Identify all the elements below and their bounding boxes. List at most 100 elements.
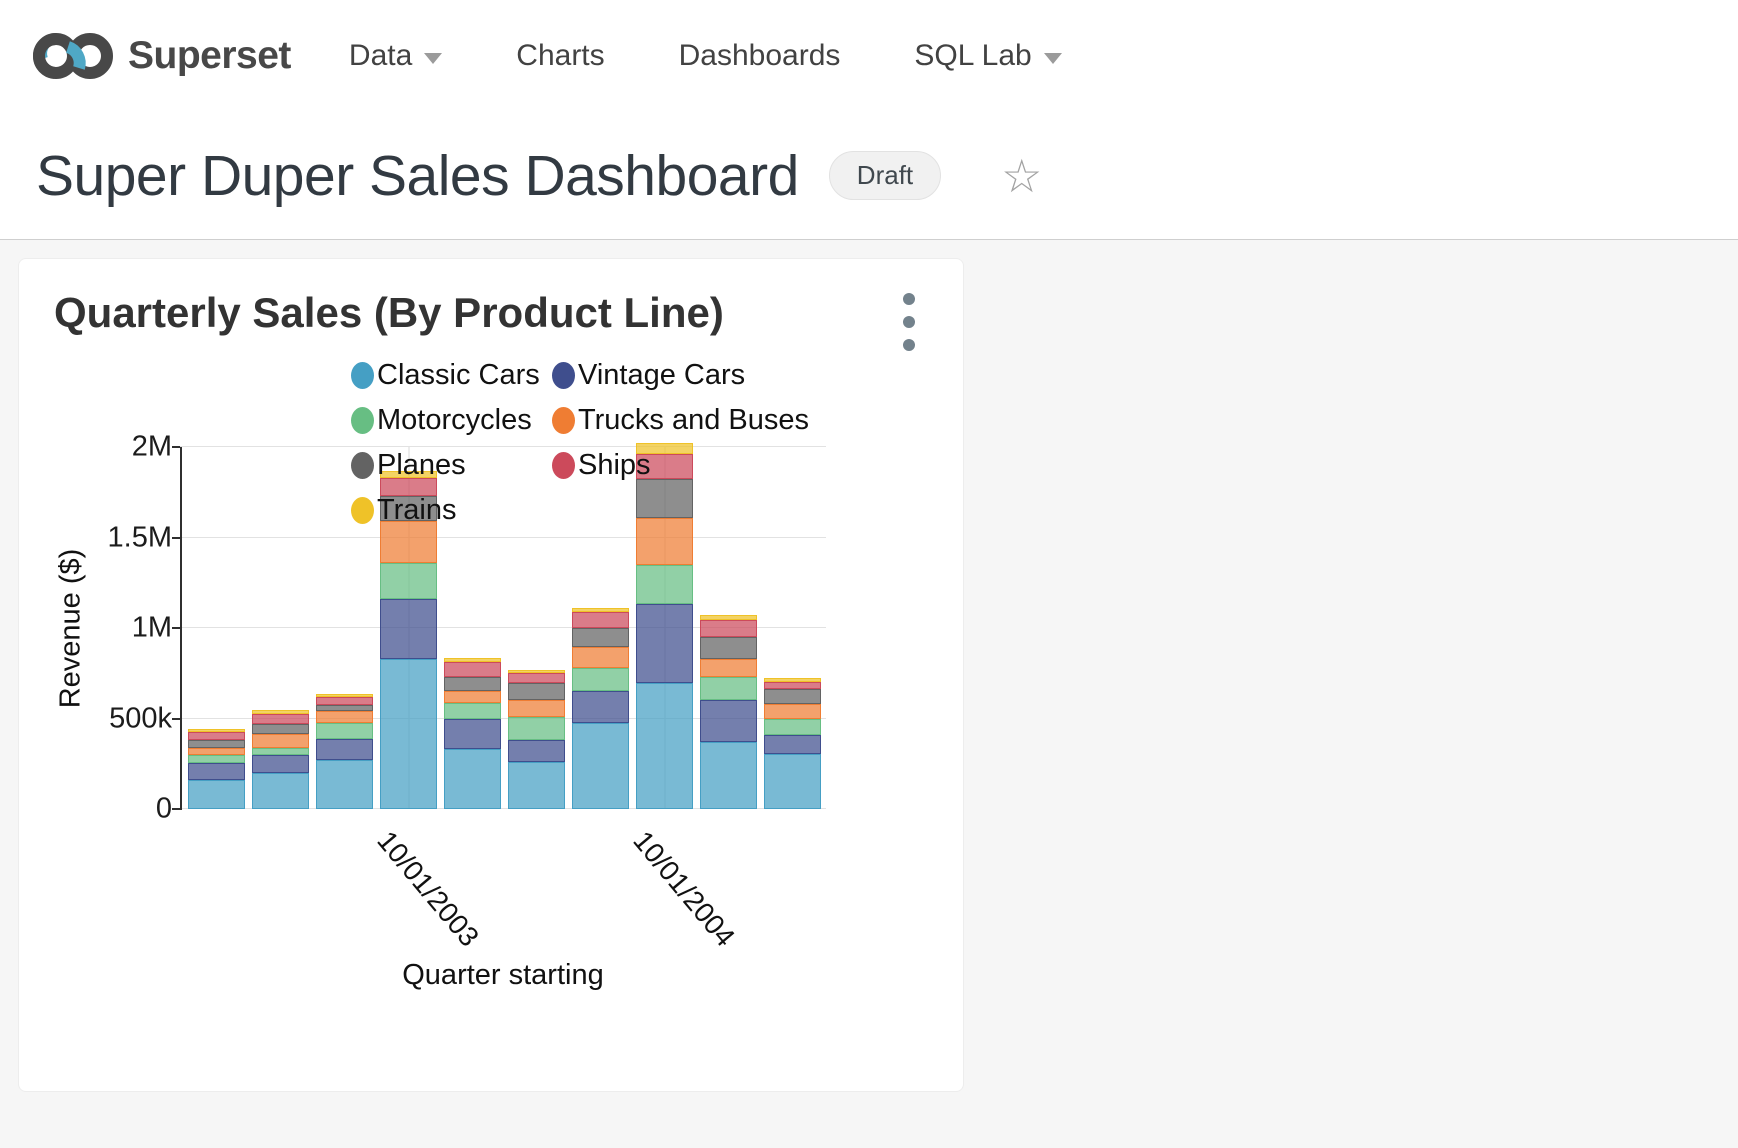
superset-brand[interactable]: Superset	[30, 27, 291, 85]
legend-color-dot	[351, 362, 374, 389]
bar-segment[interactable]	[700, 741, 757, 809]
bar-segment[interactable]	[700, 620, 757, 638]
nav-item-data[interactable]: Data	[348, 39, 443, 73]
y-gridline	[180, 627, 826, 628]
bar-segment[interactable]	[636, 682, 693, 809]
bar-segment[interactable]	[700, 677, 757, 701]
y-gridline	[180, 717, 826, 719]
bar-segment[interactable]	[380, 599, 437, 660]
bar-segment[interactable]	[444, 661, 501, 677]
bar-segment[interactable]	[444, 749, 501, 809]
legend-item-vintage-cars[interactable]: Vintage Cars	[552, 359, 809, 392]
legend-item-trucks-and-buses[interactable]: Trucks and Buses	[552, 404, 809, 437]
bar-segment[interactable]	[188, 762, 245, 781]
legend-item-planes[interactable]: Planes	[351, 449, 552, 482]
bar-segment[interactable]	[252, 714, 309, 724]
bar-segment[interactable]	[700, 637, 757, 660]
bar-segment[interactable]	[380, 471, 437, 479]
bar-segment[interactable]	[572, 627, 629, 648]
nav-item-dashboards[interactable]: Dashboards	[679, 39, 841, 73]
bar-segment[interactable]	[252, 772, 309, 809]
bar-segment[interactable]	[700, 700, 757, 742]
y-tick-mark	[172, 717, 180, 720]
bar-segment[interactable]	[188, 747, 245, 756]
nav-item-label: Data	[348, 39, 413, 72]
bar-segment[interactable]	[316, 693, 373, 697]
bar-segment[interactable]	[188, 740, 245, 748]
bar-segment[interactable]	[508, 740, 565, 762]
bar-segment[interactable]	[444, 703, 501, 719]
bar-segment[interactable]	[380, 478, 437, 497]
legend-item-trains[interactable]: Trains	[351, 494, 552, 527]
nav-item-charts[interactable]: Charts	[516, 39, 604, 73]
bar-segment[interactable]	[636, 565, 693, 604]
bar-segment[interactable]	[508, 761, 565, 809]
page-title: Super Duper Sales Dashboard	[36, 143, 799, 208]
bar-segment[interactable]	[444, 676, 501, 691]
bar-segment[interactable]	[572, 607, 629, 612]
caret-down-icon	[424, 52, 443, 64]
kebab-dot	[903, 316, 915, 328]
bar-segment[interactable]	[316, 722, 373, 740]
bar-segment[interactable]	[764, 754, 821, 809]
bar-segment[interactable]	[188, 755, 245, 763]
bar-segment[interactable]	[636, 603, 693, 683]
bar-segment[interactable]	[252, 734, 309, 748]
bar-segment[interactable]	[508, 682, 565, 701]
y-tick-label: 500k	[109, 702, 172, 734]
bar-segment[interactable]	[380, 562, 437, 600]
legend-item-ships[interactable]: Ships	[552, 449, 809, 482]
kebab-menu-icon[interactable]	[889, 291, 929, 353]
bar-segment[interactable]	[252, 723, 309, 735]
bar-segment[interactable]	[444, 657, 501, 662]
bar-segment[interactable]	[252, 747, 309, 756]
bar-segment[interactable]	[316, 760, 373, 809]
nav-item-sql-lab[interactable]: SQL Lab	[914, 39, 1062, 73]
bar-segment[interactable]	[316, 704, 373, 711]
bar-segment[interactable]	[636, 517, 693, 566]
favorite-star-icon[interactable]: ☆	[1001, 149, 1043, 202]
legend-label: Trains	[377, 494, 457, 526]
bar-segment[interactable]	[572, 647, 629, 668]
chart-title: Quarterly Sales (By Product Line)	[54, 289, 724, 336]
bar-segment[interactable]	[444, 691, 501, 704]
bar-segment[interactable]	[188, 732, 245, 741]
bar-segment[interactable]	[508, 700, 565, 718]
bar-segment[interactable]	[508, 717, 565, 741]
bar-segment[interactable]	[636, 478, 693, 518]
bar-segment[interactable]	[572, 722, 629, 809]
y-tick-mark	[172, 536, 180, 539]
bar-segment[interactable]	[508, 672, 565, 683]
bar-segment[interactable]	[252, 755, 309, 773]
bar-segment[interactable]	[316, 710, 373, 723]
bar-segment[interactable]	[572, 691, 629, 723]
bar-segment[interactable]	[764, 678, 821, 682]
bar-segment[interactable]	[380, 659, 437, 809]
bar-segment[interactable]	[380, 521, 437, 563]
bar-segment[interactable]	[444, 718, 501, 750]
bar-segment[interactable]	[380, 496, 437, 522]
bar-segment[interactable]	[316, 739, 373, 761]
legend-item-motorcycles[interactable]: Motorcycles	[351, 404, 552, 437]
bar-segment[interactable]	[636, 454, 693, 479]
y-gridline	[180, 446, 826, 447]
y-tick-label: 0	[155, 792, 172, 825]
bar-segment[interactable]	[252, 710, 309, 715]
bar-segment[interactable]	[572, 611, 629, 628]
bar-segment[interactable]	[700, 614, 757, 621]
bar-segment[interactable]	[700, 659, 757, 678]
bar-segment[interactable]	[764, 719, 821, 735]
bar-segment[interactable]	[764, 734, 821, 755]
bar-segment[interactable]	[316, 696, 373, 705]
legend-item-classic-cars[interactable]: Classic Cars	[351, 359, 552, 392]
bar-segment[interactable]	[188, 780, 245, 809]
bar-segment[interactable]	[572, 667, 629, 691]
y-tick-label: 1.5M	[107, 521, 172, 553]
bar-segment[interactable]	[764, 704, 821, 720]
bar-segment[interactable]	[636, 442, 693, 455]
bar-segment[interactable]	[764, 681, 821, 690]
bar-segment[interactable]	[188, 729, 245, 733]
bar-segment[interactable]	[764, 689, 821, 705]
legend-color-dot	[552, 407, 575, 434]
bar-segment[interactable]	[508, 670, 565, 673]
